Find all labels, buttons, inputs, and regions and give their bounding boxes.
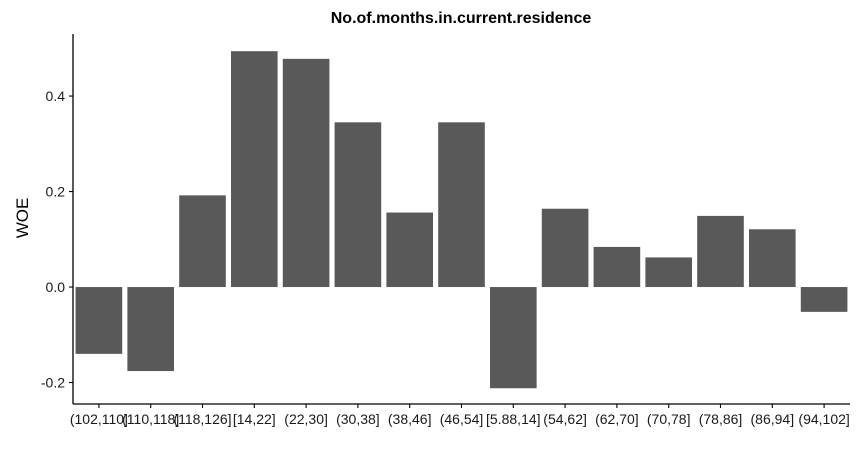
- bar-9: [489, 287, 537, 389]
- x-tick-label: (102,110]: [70, 411, 128, 427]
- x-tick-label: [5.88,14]: [486, 411, 541, 427]
- bar-15: [800, 287, 848, 312]
- x-tick-label: [14,22]: [233, 411, 276, 427]
- x-tick-label: (86,94]: [751, 411, 795, 427]
- x-tick-label: (94,102]: [798, 411, 849, 427]
- bar-11: [593, 246, 641, 288]
- bar-4: [230, 51, 278, 288]
- bar-8: [438, 122, 485, 288]
- x-tick-label: (30,38]: [336, 411, 380, 427]
- bar-3: [179, 195, 226, 288]
- bar-6: [334, 122, 382, 288]
- x-tick-label: (118,126]: [173, 411, 231, 427]
- x-tick-label: (54,62]: [543, 411, 587, 427]
- x-tick-label: (70,78]: [647, 411, 691, 427]
- y-axis-label: WOE: [13, 198, 32, 239]
- x-tick-label: (110,118]: [122, 411, 179, 427]
- y-tick-label: 0.2: [46, 184, 66, 200]
- x-tick-label: (22,30]: [284, 411, 328, 427]
- x-tick-label: (38,46]: [388, 411, 432, 427]
- y-tick-label: 0.0: [46, 279, 66, 295]
- bar-10: [541, 208, 589, 288]
- y-tick-label: -0.2: [41, 375, 65, 391]
- bar-12: [645, 257, 693, 288]
- x-tick-label: (46,54]: [440, 411, 484, 427]
- bar-13: [697, 215, 744, 288]
- bar-7: [386, 212, 434, 288]
- bar-2: [127, 287, 175, 372]
- bar-14: [748, 229, 796, 288]
- x-tick-label: (78,86]: [699, 411, 743, 427]
- bar-1: [75, 287, 123, 354]
- bar-5: [282, 58, 330, 288]
- chart-title: No.of.months.in.current.residence: [331, 10, 592, 27]
- plot-area: (102,110](110,118](118,126] [14,22] (22,30…: [41, 51, 850, 427]
- x-tick-label: (62,70]: [595, 411, 639, 427]
- y-tick-label: 0.4: [46, 88, 66, 104]
